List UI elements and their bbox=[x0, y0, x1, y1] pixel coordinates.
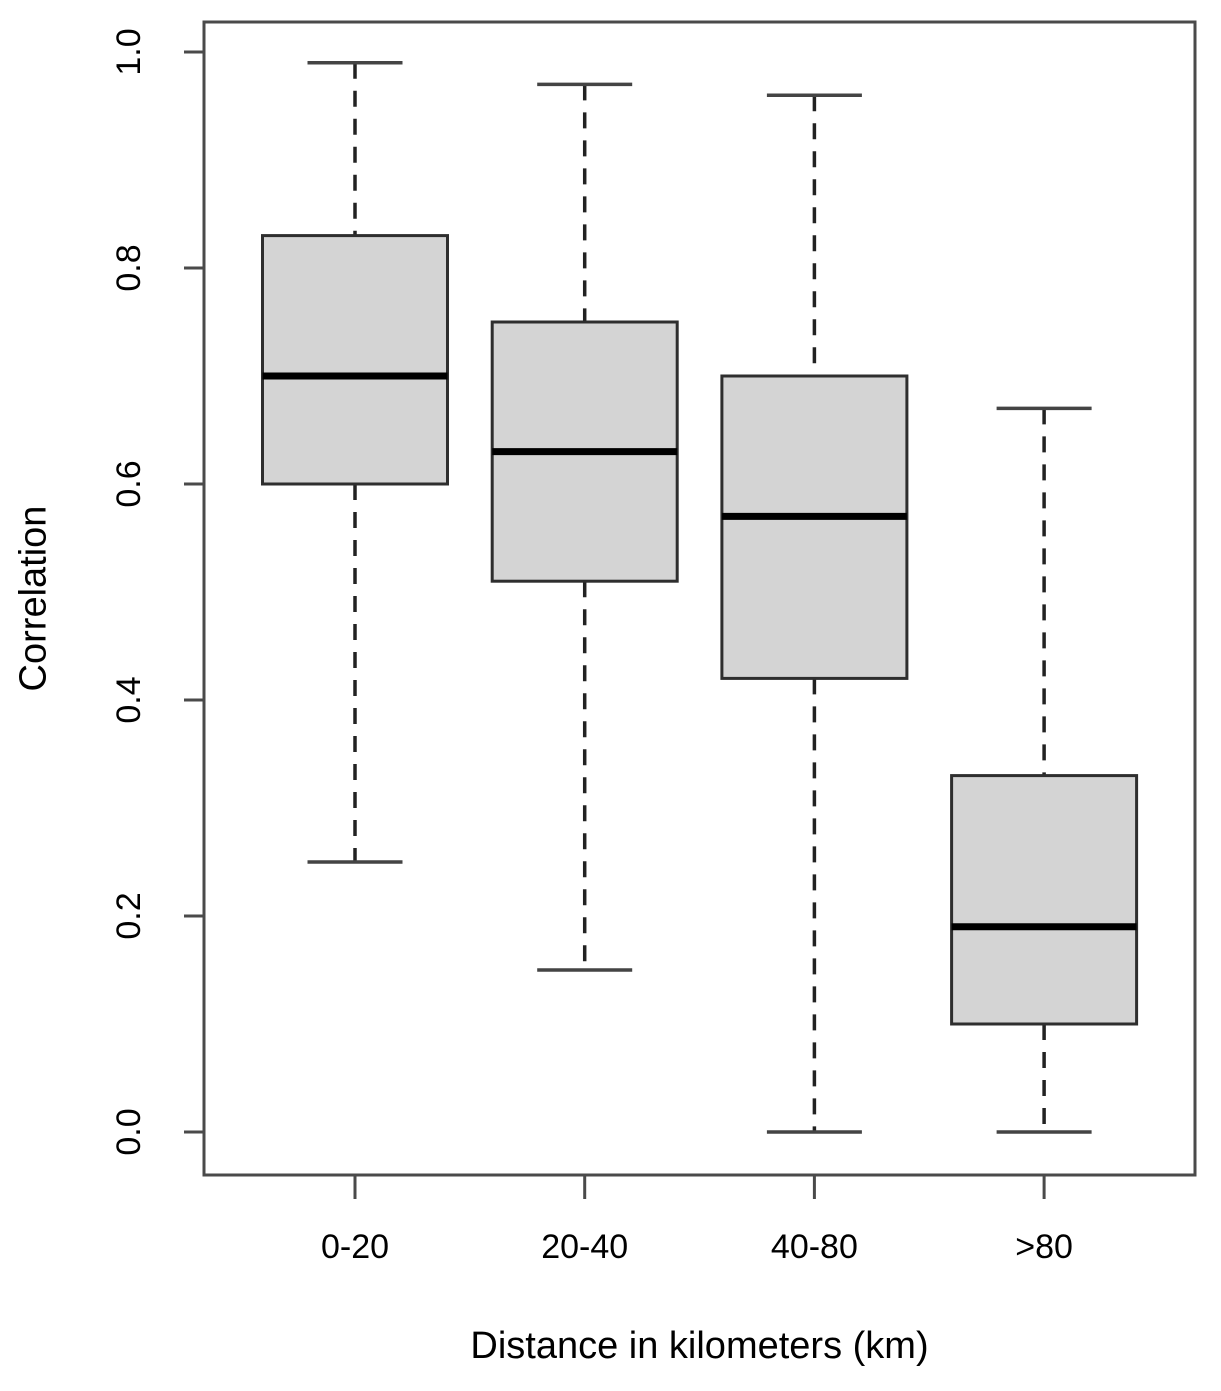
box-20-40 bbox=[490, 82, 679, 972]
y-tick-label: 1.0 bbox=[110, 28, 148, 75]
y-tick-label: 0.4 bbox=[110, 676, 148, 723]
plot-border bbox=[202, 20, 1197, 1177]
box->80 bbox=[950, 406, 1139, 1134]
y-tick-label: 0.8 bbox=[110, 244, 148, 291]
x-tick-label: 0-20 bbox=[321, 1228, 389, 1266]
y-tick-label: 0.2 bbox=[110, 892, 148, 939]
box-rect bbox=[720, 374, 909, 680]
box-rect bbox=[261, 234, 449, 486]
y-axis-title: Correlation bbox=[12, 506, 54, 692]
y-tick-label: 0.6 bbox=[110, 460, 148, 507]
box-40-80 bbox=[720, 93, 909, 1134]
x-tick-label: 20-40 bbox=[541, 1228, 628, 1266]
box-0-20 bbox=[261, 61, 449, 864]
x-tick-label: >80 bbox=[1015, 1228, 1073, 1266]
x-tick-label: 40-80 bbox=[771, 1228, 858, 1266]
y-tick-label: 0.0 bbox=[110, 1108, 148, 1155]
box-rect bbox=[950, 774, 1139, 1026]
x-axis-title: Distance in kilometers (km) bbox=[470, 1325, 928, 1367]
